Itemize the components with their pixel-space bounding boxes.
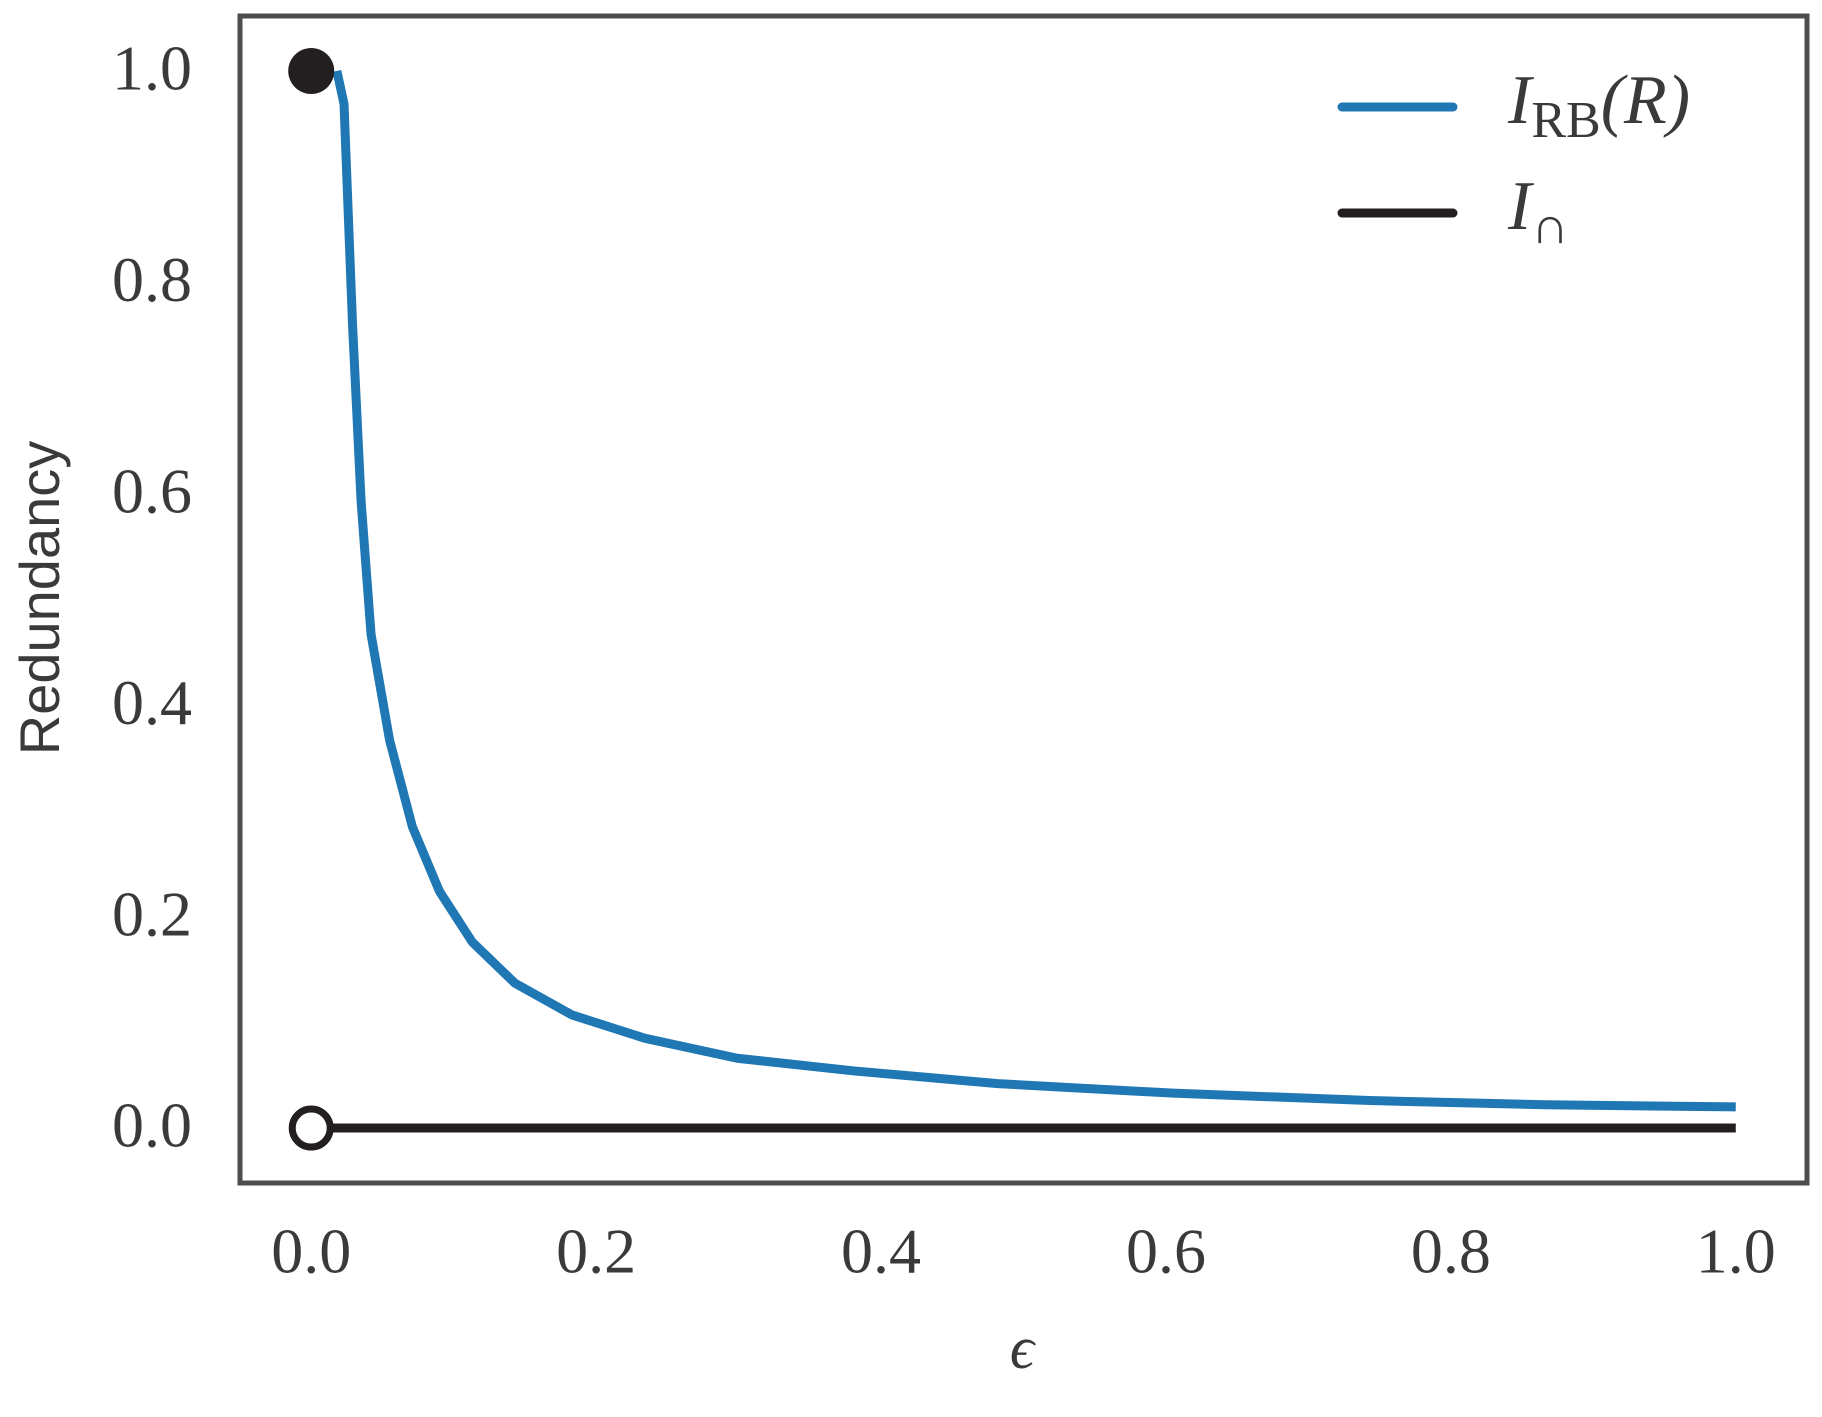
y-tick-label: 0.8 [112, 244, 192, 315]
point-marker [288, 1105, 334, 1151]
x-tick-label: 0.4 [841, 1216, 921, 1287]
y-tick-label: 0.4 [112, 667, 192, 738]
y-axis-label: Redundancy [8, 441, 71, 755]
y-tick-label: 0.6 [112, 455, 192, 526]
y-tick-label: 0.0 [112, 1090, 192, 1161]
legend-label-sub: RB [1531, 92, 1600, 149]
y-tick-label: 0.2 [112, 878, 192, 949]
legend-label-suffix: (R) [1601, 62, 1690, 139]
x-tick-label: 0.2 [556, 1216, 636, 1287]
x-tick-label: 1.0 [1696, 1216, 1776, 1287]
legend-label: IRB(R) [1507, 62, 1690, 149]
x-tick-label: 0.6 [1126, 1216, 1206, 1287]
legend-label: I∩ [1507, 168, 1569, 255]
legend-label-main: I [1507, 62, 1535, 139]
line-series [332, 70, 1736, 1112]
plot-frame [237, 13, 1810, 1186]
x-axis-label: ϵ [1010, 1315, 1037, 1381]
x-tick-label: 0.0 [271, 1216, 351, 1287]
legend-label-sub: ∩ [1531, 198, 1569, 255]
x-tick-label: 0.8 [1411, 1216, 1491, 1287]
y-tick-label: 1.0 [112, 33, 192, 104]
legend-label-main: I [1507, 168, 1535, 245]
point-marker [288, 47, 335, 94]
